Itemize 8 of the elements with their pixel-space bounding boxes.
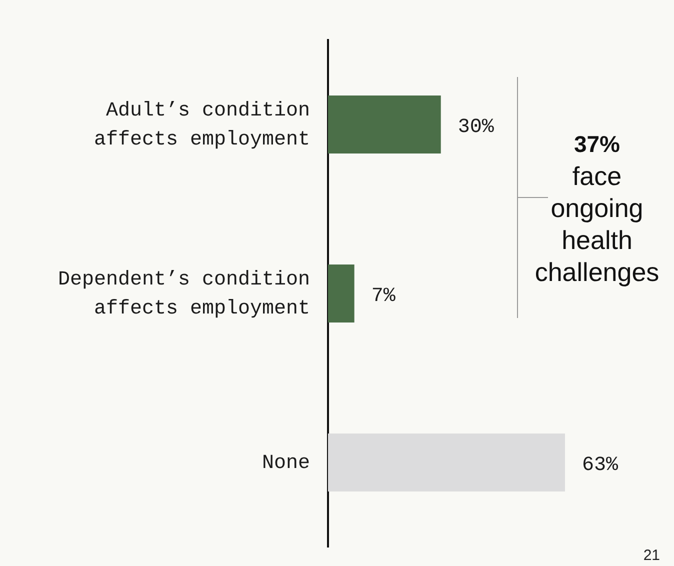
annotation: 37% face ongoing health challenges — [534, 130, 660, 286]
y-tick-label: Adult’s condition affects employment — [94, 99, 310, 152]
y-tick-label: Dependent’s condition affects employment — [58, 268, 310, 320]
y-tick-label: None — [262, 452, 310, 475]
data-label: 30% — [458, 116, 495, 139]
text: 21 — [643, 547, 660, 564]
data-label: 63% — [582, 454, 620, 477]
data-label: 7% — [371, 284, 396, 308]
